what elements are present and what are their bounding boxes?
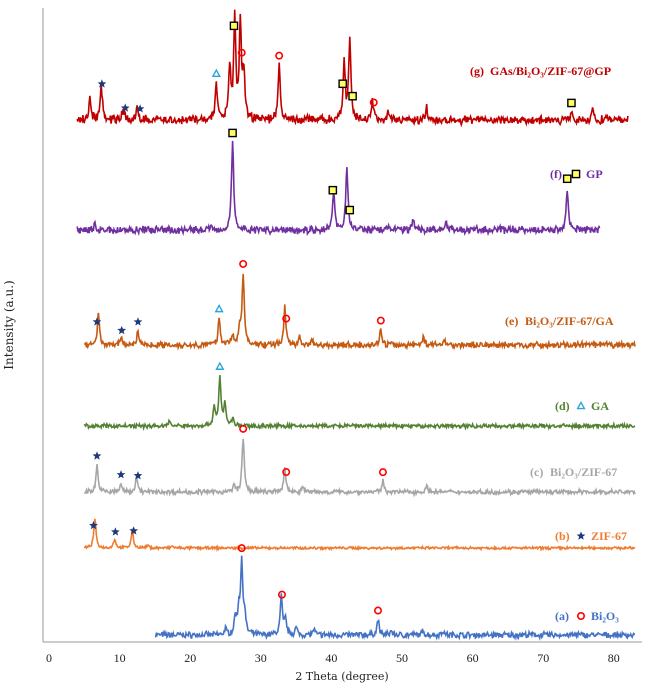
x-tick-label: 30 <box>255 651 267 665</box>
series-label-d: (d) GA <box>555 399 609 413</box>
circle-marker-icon <box>237 544 246 553</box>
triangle-marker-icon <box>214 303 224 313</box>
y-axis-title: Intensity (a.u.) <box>2 280 16 369</box>
series-line-e <box>83 273 636 351</box>
star-marker-icon <box>116 470 126 479</box>
series-curves <box>76 9 636 641</box>
triangle-marker-icon <box>576 400 586 410</box>
x-tick-label: 10 <box>114 651 126 665</box>
series-line-c <box>83 438 636 498</box>
star-marker-icon <box>135 104 145 113</box>
square-marker-icon <box>345 205 355 215</box>
circle-marker-icon <box>373 606 382 615</box>
series-label-name: Bi₂O₃/ZIF-67/GA <box>525 314 614 328</box>
series-line-a <box>154 555 636 641</box>
star-marker-icon <box>133 317 143 326</box>
square-marker-icon <box>348 91 357 101</box>
circle-marker-icon <box>376 316 385 325</box>
star-marker-icon <box>92 451 102 460</box>
circle-marker-icon <box>282 468 291 477</box>
series-label-code: (f) <box>550 167 562 181</box>
series-line-d <box>83 374 636 432</box>
x-axis-title: 2 Theta (degree) <box>295 670 388 683</box>
square-marker-icon <box>228 128 237 138</box>
series-label-a: (a) Bi₂O₃ <box>555 609 619 623</box>
x-tick-label: 20 <box>184 651 196 665</box>
series-label-code: (c) <box>530 465 543 479</box>
circle-marker-icon <box>378 468 387 477</box>
series-label-b: (b) ZIF-67 <box>555 529 627 543</box>
square-marker-icon <box>562 174 572 184</box>
square-marker-icon <box>338 79 347 89</box>
x-tick-label: 80 <box>608 651 620 665</box>
square-marker-icon <box>229 21 239 31</box>
x-tick-labels: 0 10 20 30 40 50 60 70 80 <box>46 651 620 665</box>
series-labels: (a) Bi₂O₃ (b) ZIF-67 (c) Bi₂O₃/ZIF-67 (d) GA (e)… <box>470 64 627 623</box>
series-label-name: GP <box>586 167 603 181</box>
series-label-e: (e) Bi₂O₃/ZIF-67/GA <box>505 314 614 328</box>
star-marker-icon <box>92 317 102 326</box>
series-line-g <box>76 9 629 128</box>
x-tick-label: 0 <box>46 651 52 665</box>
star-marker-icon <box>89 520 98 530</box>
x-tick-label: 70 <box>537 651 549 665</box>
circle-marker-icon <box>237 48 246 57</box>
star-marker-icon <box>129 526 139 535</box>
series-label-code: (b) <box>555 529 570 543</box>
series-label-name: GA <box>591 399 609 413</box>
x-tick-label: 50 <box>396 651 408 665</box>
series-line-f <box>76 140 601 237</box>
series-line-b <box>83 518 636 553</box>
series-label-name: Bi₂O₃/ZIF-67 <box>550 465 617 479</box>
series-label-code: (a) <box>555 609 569 623</box>
star-marker-icon <box>97 79 107 88</box>
series-label-name: Bi₂O₃ <box>591 609 619 623</box>
circle-marker-icon <box>576 611 585 620</box>
series-label-name: GAs/Bi₂O₃/ZIF-67@GP <box>490 64 611 78</box>
circle-marker-icon <box>282 314 291 323</box>
square-marker-icon <box>571 169 581 179</box>
x-tick-label: 60 <box>467 651 479 665</box>
star-marker-icon <box>111 527 120 536</box>
phase-markers <box>89 21 576 615</box>
series-label-code: (g) <box>470 64 484 78</box>
circle-marker-icon <box>277 590 286 599</box>
star-marker-icon <box>133 471 143 480</box>
triangle-marker-icon <box>211 68 221 77</box>
circle-marker-icon <box>369 98 378 107</box>
x-tick-label: 40 <box>325 651 337 665</box>
series-label-code: (d) <box>555 399 570 413</box>
star-marker-icon <box>576 531 586 540</box>
series-label-f: (f) GP <box>550 167 603 181</box>
circle-marker-icon <box>239 259 248 268</box>
star-marker-icon <box>117 325 127 335</box>
series-label-g: (g) GAs/Bi₂O₃/ZIF-67@GP <box>470 64 611 78</box>
square-marker-icon <box>567 98 576 108</box>
triangle-marker-icon <box>215 361 225 370</box>
plot-frame <box>42 8 642 643</box>
series-label-code: (e) <box>505 314 518 328</box>
square-marker-icon <box>328 185 338 195</box>
circle-marker-icon <box>275 51 284 60</box>
circle-marker-icon <box>239 424 248 433</box>
star-marker-icon <box>120 103 130 112</box>
series-label-c: (c) Bi₂O₃/ZIF-67 <box>530 465 617 479</box>
series-label-name: ZIF-67 <box>591 529 627 543</box>
